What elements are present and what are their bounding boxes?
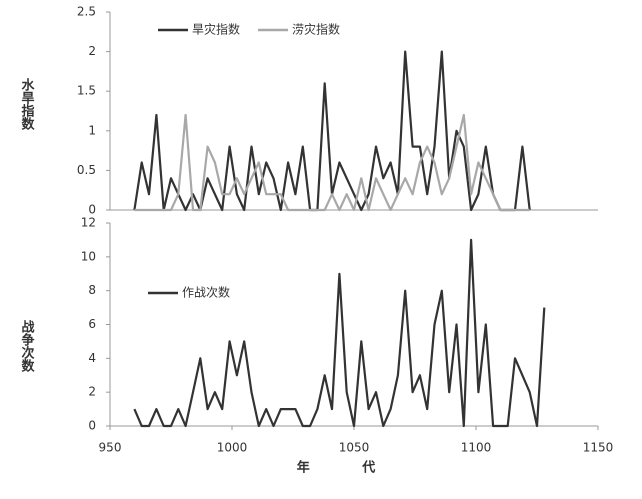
legend-label: 作战次数	[182, 285, 230, 300]
y-tick-label: 0	[88, 419, 96, 433]
data-line	[134, 113, 530, 212]
x-tick-label: 950	[99, 441, 122, 455]
y-tick-label: 2.5	[77, 5, 96, 19]
x-tick-label: 1150	[583, 441, 614, 455]
y-tick-label: 0.5	[77, 163, 96, 177]
y-tick-label: 0	[88, 203, 96, 217]
y-tick-label: 1	[88, 123, 96, 137]
x-axis-label: 年 代	[297, 460, 400, 476]
y-tick-label: 1.5	[77, 84, 96, 98]
data-line	[133, 238, 546, 428]
y-tick-label: 6	[88, 317, 96, 331]
x-tick-label: 1100	[461, 441, 492, 455]
y-tick-label: 12	[81, 216, 96, 230]
legend-label: 旱灾指数	[192, 22, 240, 37]
y-tick-label: 2	[88, 44, 96, 58]
y-axis-label: 水旱指数	[19, 77, 35, 131]
y-tick-label: 2	[88, 385, 96, 399]
y-axis-label: 战争次数	[19, 319, 35, 373]
y-tick-label: 4	[88, 351, 96, 365]
x-tick-label: 1000	[217, 441, 248, 455]
y-tick-label: 10	[81, 249, 96, 263]
legend-label: 涝灾指数	[292, 22, 340, 37]
x-tick-label: 1050	[339, 441, 370, 455]
y-tick-label: 8	[88, 283, 96, 297]
